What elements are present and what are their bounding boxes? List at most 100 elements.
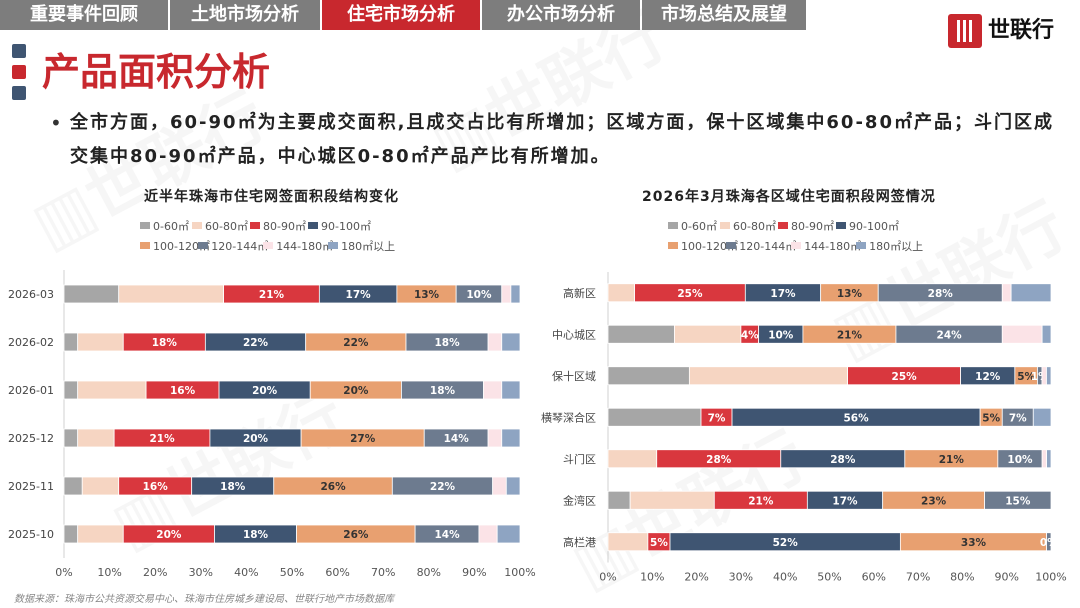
bar-segment: [1046, 532, 1052, 552]
legend-label: 100-120㎡: [153, 240, 210, 253]
data-label: 5%: [982, 412, 1000, 424]
data-label: 18%: [152, 337, 178, 349]
legend-label: 80-90㎡: [791, 220, 834, 233]
legend-label: 90-100㎡: [321, 220, 371, 233]
tab-residential-market[interactable]: 住宅市场分析: [322, 0, 480, 30]
category-label: 2025-10: [8, 528, 54, 541]
data-label: 20%: [343, 385, 369, 397]
bar-segment: [63, 380, 79, 400]
data-label: 26%: [320, 481, 346, 493]
data-label: 17%: [346, 289, 372, 301]
bar-segment: [77, 332, 124, 352]
category-label: 金湾区: [563, 493, 596, 507]
x-tick-label: 80%: [950, 571, 974, 584]
data-label: 22%: [430, 481, 456, 493]
bar-segment: [984, 490, 1052, 510]
logo-mark-icon: [948, 14, 982, 48]
bar-segment: [1046, 366, 1052, 386]
legend-swatch: [308, 222, 318, 229]
legend-swatch: [140, 242, 150, 249]
data-label: 10%: [1007, 454, 1033, 466]
x-tick-label: 60%: [862, 571, 886, 584]
data-label: 7%: [708, 412, 726, 424]
x-tick-label: 30%: [189, 566, 213, 579]
data-label: 18%: [434, 337, 460, 349]
bar-segment: [1032, 407, 1052, 427]
data-source-note: 数据来源：珠海市公共资源交易中心、珠海市住房城乡建设局、世联行地产市场数据库: [14, 594, 394, 605]
data-label: 21%: [149, 433, 175, 445]
decor-square: [12, 65, 26, 79]
data-label: 14%: [444, 433, 470, 445]
bar-segment: [63, 284, 120, 304]
data-label: 28%: [928, 288, 954, 300]
data-label: 25%: [892, 371, 918, 383]
legend-item: 120-144㎡: [726, 240, 796, 254]
data-label: 12%: [975, 371, 1001, 383]
category-label: 横琴深合区: [541, 410, 596, 424]
category-label: 2026-03: [8, 288, 54, 301]
bar-segment: [483, 380, 503, 400]
data-label: 13%: [837, 288, 863, 300]
x-tick-label: 90%: [462, 566, 486, 579]
bar-segment: [118, 284, 224, 304]
legend-item: 90-100㎡: [308, 220, 371, 234]
summary-text: 全市方面，60-90㎡为主要成交面积,且成交占比有所增加；区域方面，保十区域集中…: [70, 112, 1054, 167]
legend-swatch: [856, 242, 867, 249]
bar-segment: [501, 380, 521, 400]
bar-segment: [674, 324, 742, 344]
legend-item: 80-90㎡: [778, 220, 834, 234]
legend-swatch: [263, 242, 274, 249]
legend-label: 120-144㎡: [739, 240, 797, 253]
bar-segment: [607, 532, 649, 552]
data-label: 18%: [243, 529, 269, 541]
data-label: 27%: [350, 433, 376, 445]
data-label: 4%: [741, 329, 759, 341]
legend-item: 144-180㎡: [791, 240, 861, 254]
chart1-title: 近半年珠海市住宅网签面积段结构变化: [144, 189, 399, 205]
tab-important-events[interactable]: 重要事件回顾: [0, 0, 168, 30]
legend-item: 80-90㎡: [250, 220, 306, 234]
bar-segment: [77, 524, 124, 544]
bar-segment: [487, 332, 503, 352]
bar-segment: [1001, 283, 1012, 303]
data-label: 17%: [832, 495, 858, 507]
legend-label: 100-120㎡: [681, 240, 738, 253]
legend-label: 144-180㎡: [276, 240, 334, 253]
bar-segment: [496, 524, 521, 544]
category-label: 2025-12: [8, 432, 54, 445]
data-label: 21%: [259, 289, 285, 301]
data-label: 24%: [937, 329, 963, 341]
category-label: 保十区域: [552, 369, 596, 383]
data-label: 14%: [434, 529, 460, 541]
bar-segment: [77, 428, 115, 448]
legend-swatch: [250, 222, 260, 229]
legend-swatch: [778, 222, 788, 229]
x-tick-label: 0%: [55, 566, 72, 579]
bar-segment: [607, 324, 675, 344]
data-label: 16%: [170, 385, 196, 397]
bar-segment: [1046, 449, 1052, 469]
bar-segment: [1010, 283, 1052, 303]
bar-segment: [607, 407, 702, 427]
data-label: 33%: [961, 537, 987, 549]
x-tick-label: 10%: [97, 566, 121, 579]
legend-item: 144-180㎡: [263, 240, 333, 254]
tab-summary-outlook[interactable]: 市场总结及展望: [642, 0, 806, 30]
data-label: 0%: [1040, 537, 1058, 549]
data-label: 13%: [414, 289, 440, 301]
category-label: 中心城区: [552, 328, 596, 341]
bar-segment: [77, 380, 147, 400]
bar-segment: [478, 524, 498, 544]
legend-item: 180㎡以上: [856, 240, 923, 254]
bar-segment: [492, 476, 507, 496]
tab-land-market[interactable]: 土地市场分析: [170, 0, 320, 30]
x-tick-label: 100%: [1035, 571, 1066, 584]
data-label: 25%: [677, 288, 703, 300]
data-label: 21%: [748, 495, 774, 507]
bar-segment: [1001, 324, 1043, 344]
bar-segment: [688, 366, 848, 386]
legend-swatch: [791, 242, 802, 249]
legend-label: 180㎡以上: [341, 240, 396, 253]
bar-segment: [510, 284, 521, 304]
tab-office-market[interactable]: 办公市场分析: [482, 0, 640, 30]
